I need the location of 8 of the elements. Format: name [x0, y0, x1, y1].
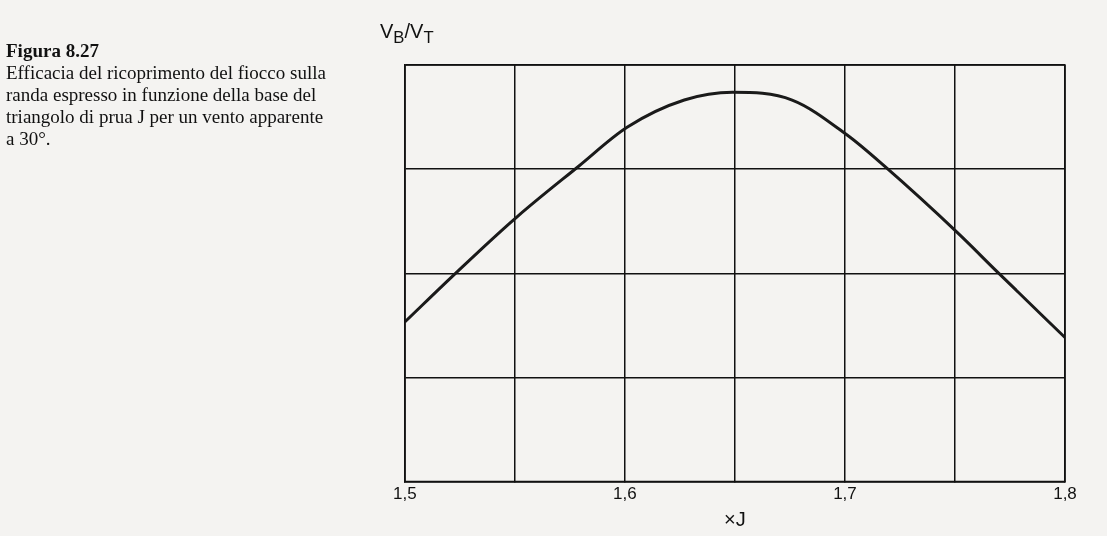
x-axis-title: ×J [724, 507, 746, 530]
text: Figura 8.27 [6, 40, 100, 62]
x-tick-label: 1,6 [613, 484, 637, 504]
text: Efficacia del ricoprimento del fiocco sulla randa espresso in funzione della base del triangolo di prua J per un vento apparente a 30°. [6, 62, 326, 149]
x-tick-label: 1,5 [393, 484, 417, 504]
x-tick-label: 1,8 [1053, 484, 1077, 504]
x-tick-label: 1,7 [833, 484, 857, 504]
y-axis-title: V$_{B}$/V$_{T}$ [380, 20, 434, 48]
